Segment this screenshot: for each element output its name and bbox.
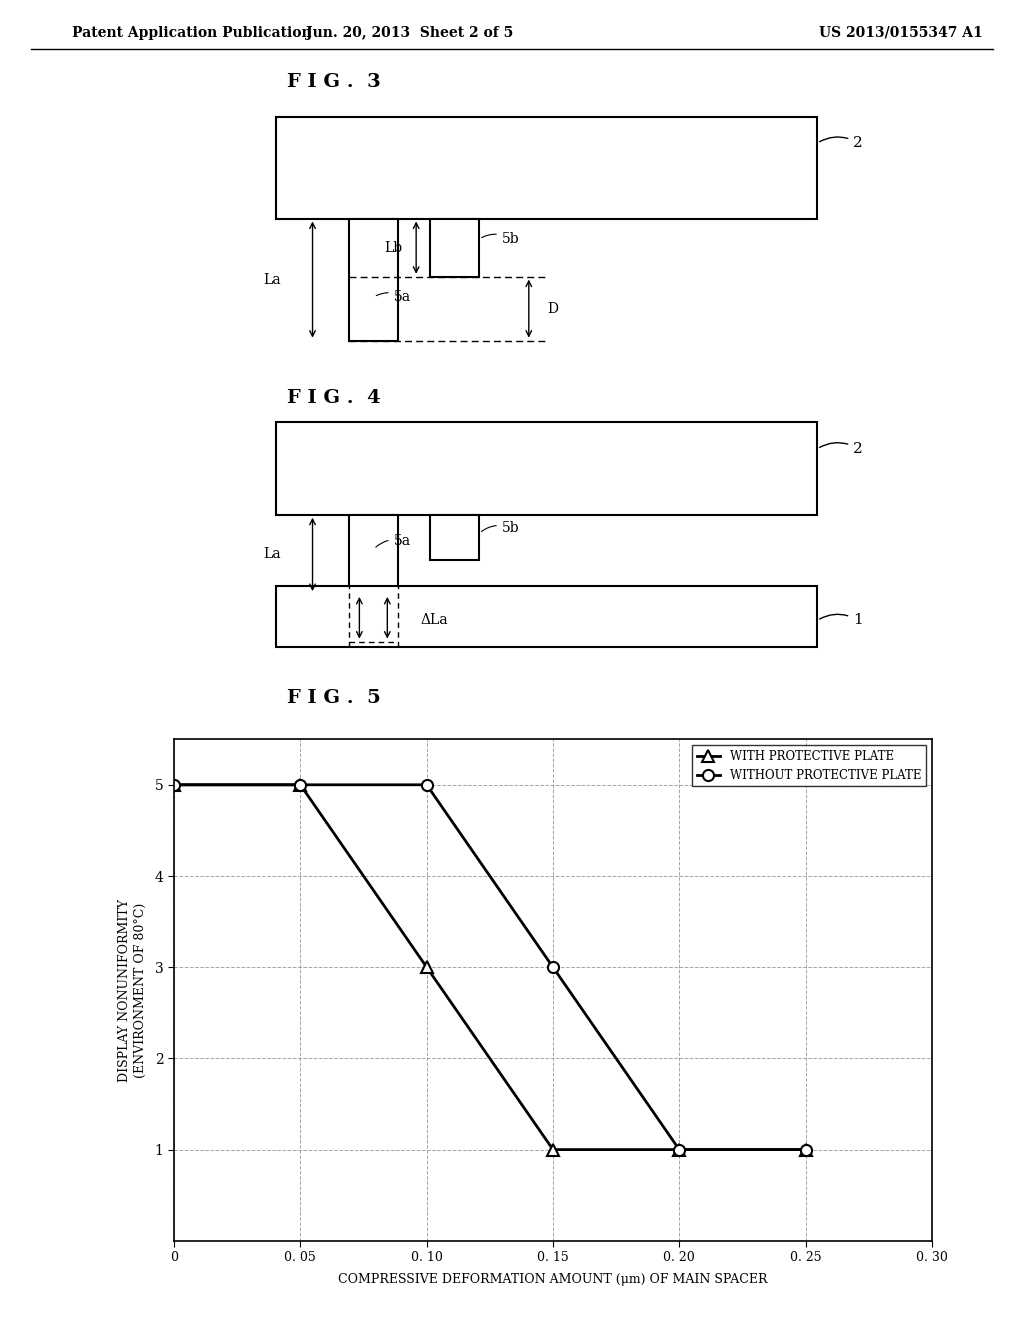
Line: WITHOUT PROTECTIVE PLATE: WITHOUT PROTECTIVE PLATE	[169, 779, 811, 1155]
Text: Patent Application Publication: Patent Application Publication	[72, 26, 311, 40]
Text: F I G .  4: F I G . 4	[287, 389, 380, 408]
Text: 1: 1	[819, 614, 863, 627]
Bar	[430, 515, 479, 560]
WITHOUT PROTECTIVE PLATE	[421, 777, 433, 793]
Bar	[276, 422, 817, 515]
Bar	[430, 219, 479, 277]
Y-axis label: DISPLAY NONUNIFORMITY
(ENVIRONMENT OF 80°C): DISPLAY NONUNIFORMITY (ENVIRONMENT OF 80…	[119, 899, 146, 1081]
Text: La: La	[263, 272, 281, 286]
WITH PROTECTIVE PLATE	[421, 960, 433, 975]
WITHOUT PROTECTIVE PLATE	[547, 960, 559, 975]
Text: F I G .  3: F I G . 3	[287, 73, 381, 91]
Legend: WITH PROTECTIVE PLATE, WITHOUT PROTECTIVE PLATE: WITH PROTECTIVE PLATE, WITHOUT PROTECTIV…	[692, 744, 926, 787]
Text: 5b: 5b	[481, 521, 519, 535]
Text: D: D	[547, 301, 558, 315]
Text: Lb: Lb	[384, 240, 402, 255]
WITH PROTECTIVE PLATE	[168, 777, 180, 793]
WITH PROTECTIVE PLATE	[673, 1142, 685, 1158]
Text: 5b: 5b	[481, 232, 519, 246]
WITH PROTECTIVE PLATE	[800, 1142, 812, 1158]
Text: 5a: 5a	[376, 535, 411, 548]
Text: 2: 2	[819, 442, 863, 455]
WITHOUT PROTECTIVE PLATE	[168, 777, 180, 793]
WITHOUT PROTECTIVE PLATE	[800, 1142, 812, 1158]
WITH PROTECTIVE PLATE	[294, 777, 306, 793]
Bar	[348, 515, 398, 594]
Line: WITH PROTECTIVE PLATE: WITH PROTECTIVE PLATE	[169, 779, 811, 1155]
Text: US 2013/0155347 A1: US 2013/0155347 A1	[819, 26, 983, 40]
WITHOUT PROTECTIVE PLATE	[294, 777, 306, 793]
Text: 2: 2	[819, 136, 863, 150]
Bar	[276, 586, 817, 647]
Bar	[276, 117, 817, 219]
Text: F I G .  5: F I G . 5	[287, 689, 381, 708]
Text: La: La	[263, 548, 281, 561]
Bar	[348, 219, 398, 341]
WITH PROTECTIVE PLATE	[547, 1142, 559, 1158]
X-axis label: COMPRESSIVE DEFORMATION AMOUNT (μm) OF MAIN SPACER: COMPRESSIVE DEFORMATION AMOUNT (μm) OF M…	[338, 1272, 768, 1286]
WITHOUT PROTECTIVE PLATE	[673, 1142, 685, 1158]
Text: 5a: 5a	[376, 290, 411, 304]
Text: ΔLa: ΔLa	[421, 614, 449, 627]
Text: Jun. 20, 2013  Sheet 2 of 5: Jun. 20, 2013 Sheet 2 of 5	[306, 26, 513, 40]
